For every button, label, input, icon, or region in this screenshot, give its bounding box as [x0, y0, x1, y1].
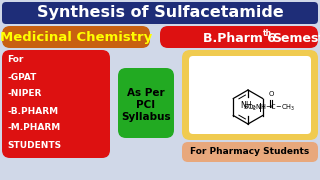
FancyBboxPatch shape — [2, 50, 110, 158]
Text: Synthesis of Sulfacetamide: Synthesis of Sulfacetamide — [36, 6, 284, 21]
Text: Syllabus: Syllabus — [121, 112, 171, 122]
Text: B.Pharm 6: B.Pharm 6 — [203, 31, 276, 44]
FancyBboxPatch shape — [2, 2, 318, 24]
FancyBboxPatch shape — [160, 26, 318, 48]
Text: -GPAT: -GPAT — [7, 73, 36, 82]
Text: PCI: PCI — [136, 100, 156, 110]
FancyBboxPatch shape — [182, 142, 318, 162]
FancyBboxPatch shape — [189, 56, 311, 134]
FancyBboxPatch shape — [2, 26, 150, 48]
Text: STUDENTS: STUDENTS — [7, 141, 61, 150]
Text: th: th — [263, 30, 272, 39]
FancyBboxPatch shape — [182, 50, 318, 140]
Text: For: For — [7, 55, 23, 64]
Text: -NIPER: -NIPER — [7, 89, 41, 98]
Text: Semester: Semester — [272, 31, 320, 44]
Text: NH$_2$: NH$_2$ — [240, 100, 256, 112]
Text: -M.PHARM: -M.PHARM — [7, 123, 60, 132]
Text: -B.PHARM: -B.PHARM — [7, 107, 58, 116]
Text: Medicinal Chemistry: Medicinal Chemistry — [0, 30, 152, 44]
Text: As Per: As Per — [127, 88, 165, 98]
Text: SO$_2$NH$-$C$-$CH$_3$: SO$_2$NH$-$C$-$CH$_3$ — [243, 103, 295, 113]
Text: For Pharmacy Students: For Pharmacy Students — [190, 147, 310, 156]
Text: O: O — [268, 91, 274, 97]
FancyBboxPatch shape — [118, 68, 174, 138]
